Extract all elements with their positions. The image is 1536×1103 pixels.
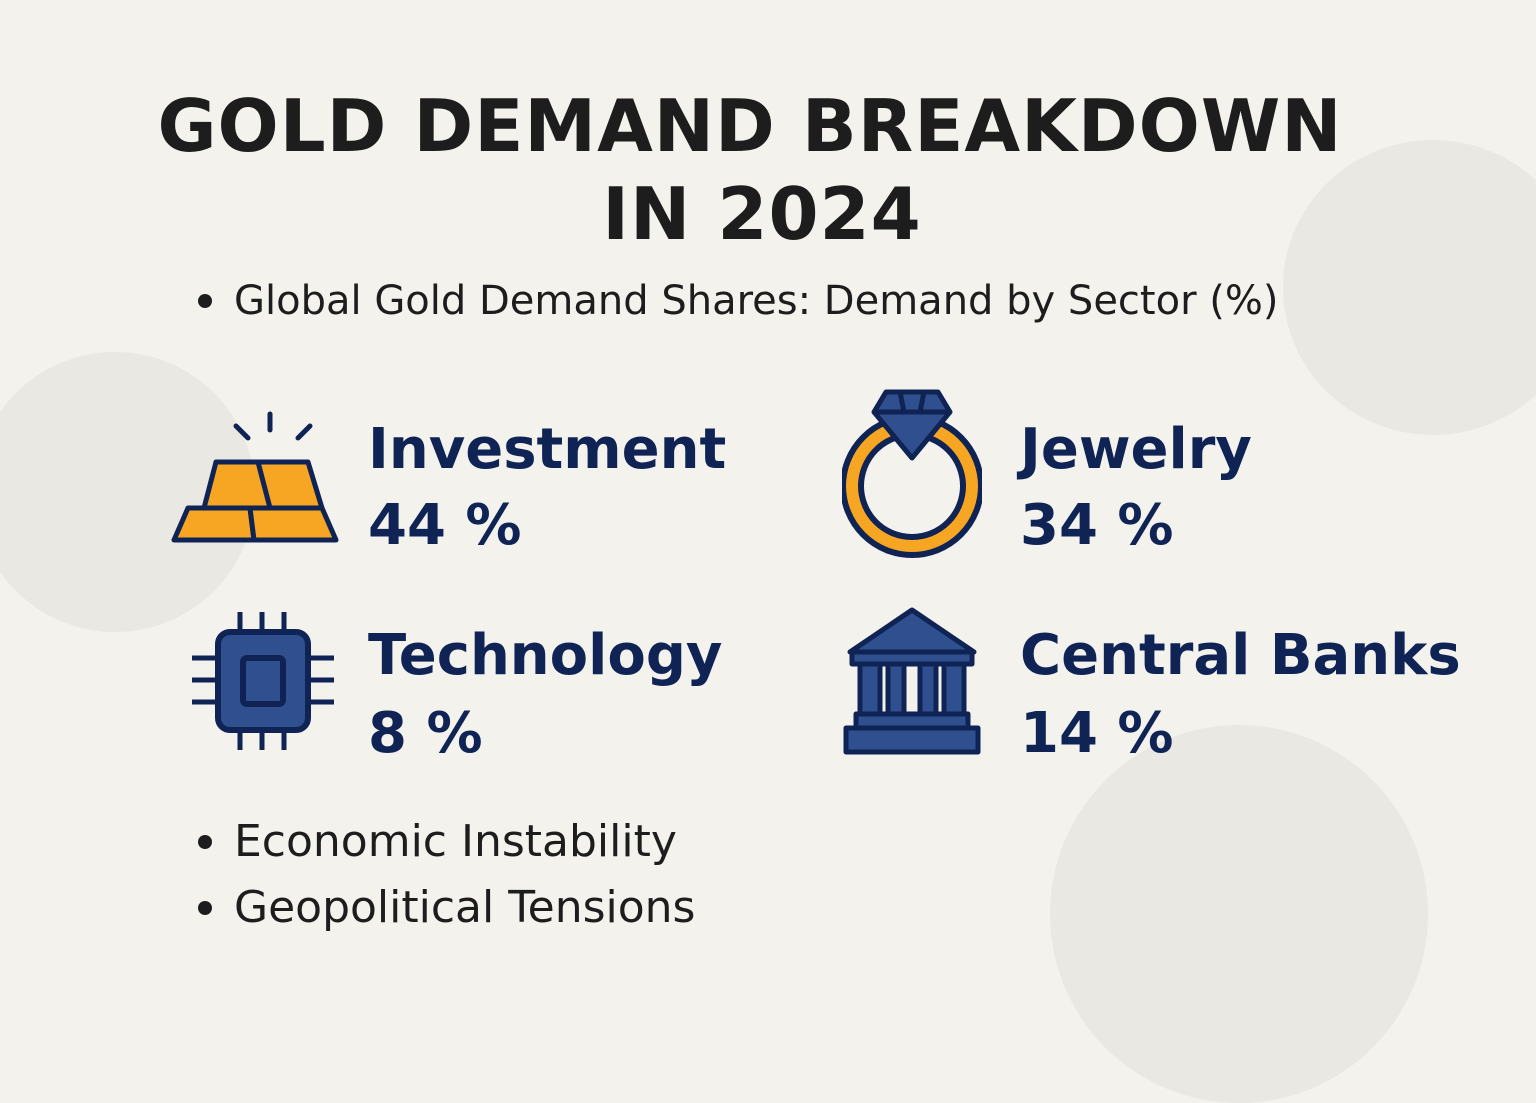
sector-value-investment: 44 % [368,493,522,558]
subtitle: Global Gold Demand Shares: Demand by Sec… [198,278,1278,324]
bullet-icon [198,900,212,915]
sector-label-investment: Investment [368,417,727,482]
diamond-ring-icon [842,389,982,558]
driver-text: Economic Instability [234,816,677,867]
driver-item: Geopolitical Tensions [198,882,695,933]
gold-bars-icon [171,411,339,543]
driver-item: Economic Instability [198,816,677,867]
title-line-2: IN 2024 [602,172,922,256]
sector-label-central-banks: Central Banks [1020,623,1461,688]
microchip-icon [192,612,334,750]
sector-label-technology: Technology [368,623,723,688]
sector-value-technology: 8 % [368,701,483,766]
bullet-icon [198,834,212,849]
background-circle [1050,725,1428,1103]
sector-value-central-banks: 14 % [1020,701,1174,766]
bank-building-icon [843,607,981,755]
bullet-icon [198,294,212,308]
sector-label-jewelry: Jewelry [1020,417,1252,482]
title-line-1: GOLD DEMAND BREAKDOWN [157,84,1343,168]
background-circle [1283,140,1536,435]
driver-text: Geopolitical Tensions [234,882,696,933]
subtitle-text: Global Gold Demand Shares: Demand by Sec… [234,278,1279,324]
sector-value-jewelry: 34 % [1020,493,1174,558]
